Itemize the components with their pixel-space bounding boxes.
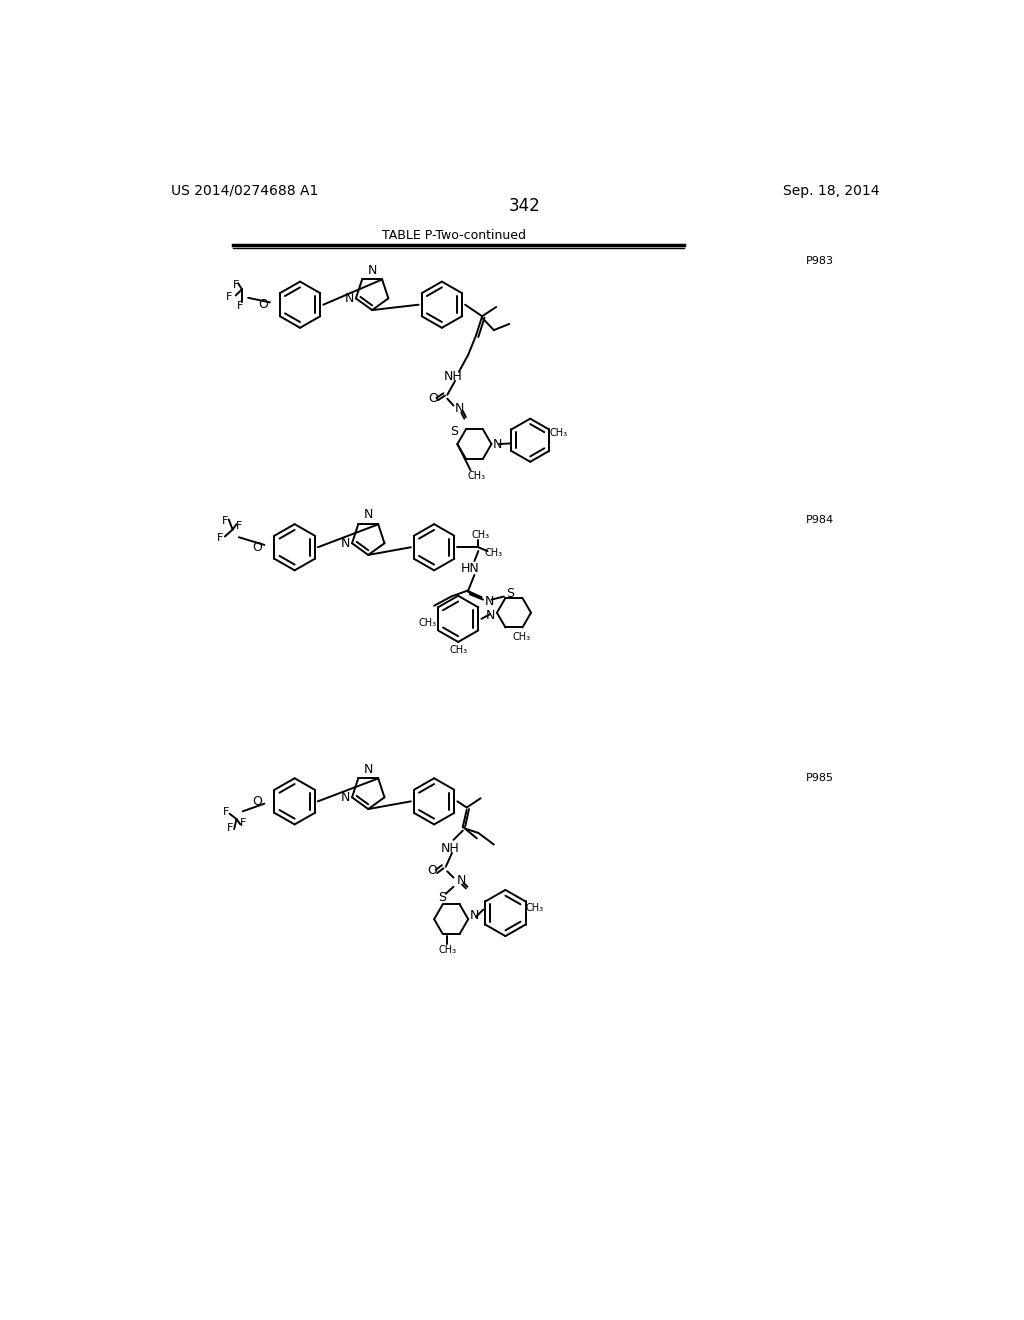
Text: CH₃: CH₃ bbox=[438, 945, 457, 954]
Text: S: S bbox=[438, 891, 445, 904]
Text: CH₃: CH₃ bbox=[468, 471, 485, 482]
Text: O: O bbox=[253, 541, 262, 554]
Text: F: F bbox=[240, 818, 246, 828]
Text: Sep. 18, 2014: Sep. 18, 2014 bbox=[783, 183, 880, 198]
Text: HN: HN bbox=[461, 562, 480, 576]
Text: P985: P985 bbox=[806, 774, 835, 783]
Text: CH₃: CH₃ bbox=[525, 903, 544, 912]
Text: S: S bbox=[506, 587, 514, 601]
Text: F: F bbox=[236, 520, 242, 531]
Text: O: O bbox=[258, 298, 268, 312]
Text: CH₃: CH₃ bbox=[472, 529, 489, 540]
Text: F: F bbox=[221, 516, 228, 527]
Text: N: N bbox=[368, 264, 377, 277]
Text: N: N bbox=[457, 874, 466, 887]
Text: N: N bbox=[470, 908, 479, 921]
Text: F: F bbox=[227, 822, 233, 833]
Text: N: N bbox=[493, 437, 503, 450]
Text: N: N bbox=[484, 594, 494, 607]
Text: O: O bbox=[427, 865, 437, 878]
Text: NH: NH bbox=[443, 370, 462, 383]
Text: N: N bbox=[486, 609, 496, 622]
Text: N: N bbox=[341, 791, 350, 804]
Text: P983: P983 bbox=[806, 256, 835, 265]
Text: F: F bbox=[222, 807, 228, 817]
Text: NH: NH bbox=[440, 842, 459, 855]
Text: CH₃: CH₃ bbox=[513, 632, 530, 643]
Text: N: N bbox=[364, 763, 373, 776]
Text: N: N bbox=[341, 537, 350, 549]
Text: F: F bbox=[217, 533, 223, 543]
Text: N: N bbox=[364, 508, 373, 521]
Text: F: F bbox=[232, 280, 239, 289]
Text: TABLE P-Two-continued: TABLE P-Two-continued bbox=[382, 228, 525, 242]
Text: CH₃: CH₃ bbox=[418, 618, 436, 628]
Text: US 2014/0274688 A1: US 2014/0274688 A1 bbox=[171, 183, 318, 198]
Text: F: F bbox=[226, 292, 232, 302]
Text: F: F bbox=[238, 301, 244, 312]
Text: O: O bbox=[253, 795, 262, 808]
Text: S: S bbox=[451, 425, 459, 438]
Text: N: N bbox=[455, 403, 465, 416]
Text: N: N bbox=[345, 292, 354, 305]
Text: CH₃: CH₃ bbox=[549, 428, 567, 438]
Text: P984: P984 bbox=[806, 515, 835, 525]
Text: O: O bbox=[428, 392, 438, 405]
Text: CH₃: CH₃ bbox=[450, 644, 467, 655]
Text: 342: 342 bbox=[509, 197, 541, 215]
Text: CH₃: CH₃ bbox=[484, 548, 503, 558]
